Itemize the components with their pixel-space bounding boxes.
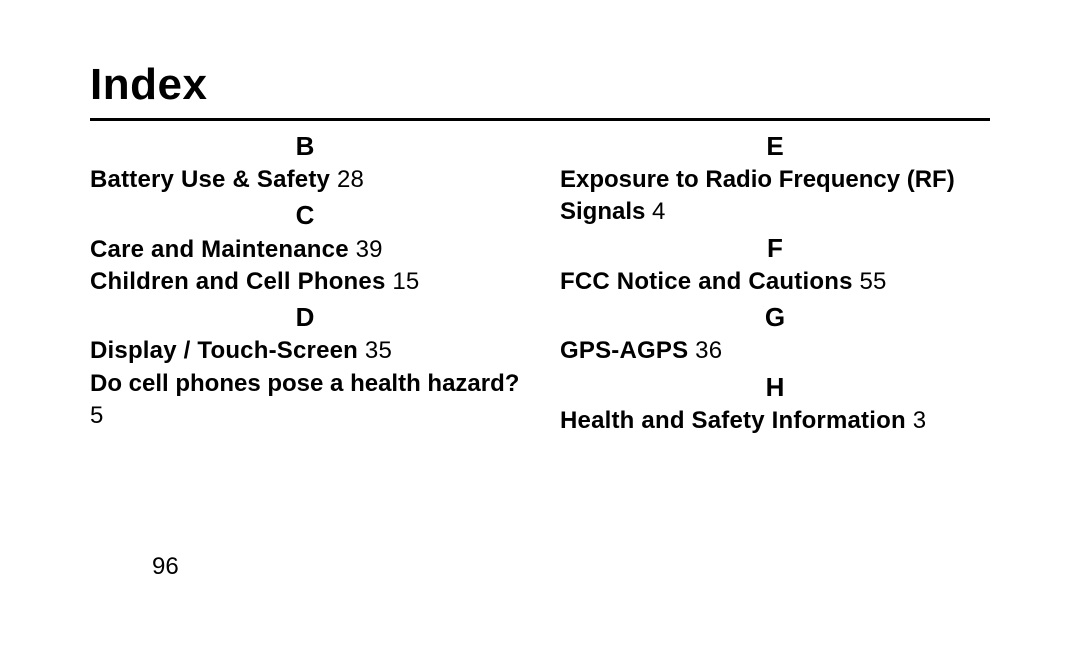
entry-label: Battery Use & Safety (90, 166, 330, 193)
entry-label: GPS-AGPS (560, 337, 688, 364)
letter-heading: C (90, 198, 520, 233)
page-number: 96 (152, 553, 179, 581)
index-entry: Exposure to Radio Frequency (RF) Signals… (560, 164, 990, 229)
index-entry: Care and Maintenance 39 (90, 234, 520, 266)
index-entry: Health and Safety Information 3 (560, 405, 990, 437)
entry-page: 3 (906, 407, 926, 434)
entry-page: 5 (90, 400, 520, 432)
entry-page: 35 (358, 337, 392, 364)
entry-page: 36 (688, 337, 722, 364)
entry-label: Care and Maintenance (90, 236, 349, 263)
letter-heading: B (90, 129, 520, 164)
left-column: B Battery Use & Safety 28 C Care and Mai… (90, 127, 520, 437)
entry-label: Health and Safety Information (560, 407, 906, 434)
index-columns: B Battery Use & Safety 28 C Care and Mai… (90, 127, 990, 437)
entry-page: 15 (386, 268, 420, 295)
letter-heading: D (90, 300, 520, 335)
page-title: Index (90, 60, 990, 110)
entry-label: Exposure to Radio Frequency (RF) Signals (560, 166, 955, 225)
index-entry: Display / Touch-Screen 35 (90, 335, 520, 367)
title-rule (90, 118, 990, 121)
index-entry: FCC Notice and Cautions 55 (560, 266, 990, 298)
index-entry: Battery Use & Safety 28 (90, 164, 520, 196)
entry-label: FCC Notice and Cautions (560, 268, 853, 295)
index-entry: GPS-AGPS 36 (560, 335, 990, 367)
entry-label: Children and Cell Phones (90, 268, 386, 295)
entry-page: 28 (330, 166, 364, 193)
entry-page: 4 (645, 198, 665, 225)
entry-page: 39 (349, 236, 383, 263)
entry-page: 55 (853, 268, 887, 295)
index-entry: Children and Cell Phones 15 (90, 266, 520, 298)
right-column: E Exposure to Radio Frequency (RF) Signa… (560, 127, 990, 437)
letter-heading: H (560, 370, 990, 405)
index-entry: Do cell phones pose a health hazard? (90, 368, 520, 400)
letter-heading: G (560, 300, 990, 335)
entry-label: Do cell phones pose a health hazard? (90, 370, 519, 397)
letter-heading: F (560, 231, 990, 266)
letter-heading: E (560, 129, 990, 164)
entry-label: Display / Touch-Screen (90, 337, 358, 364)
index-page: Index B Battery Use & Safety 28 C Care a… (0, 0, 1080, 655)
